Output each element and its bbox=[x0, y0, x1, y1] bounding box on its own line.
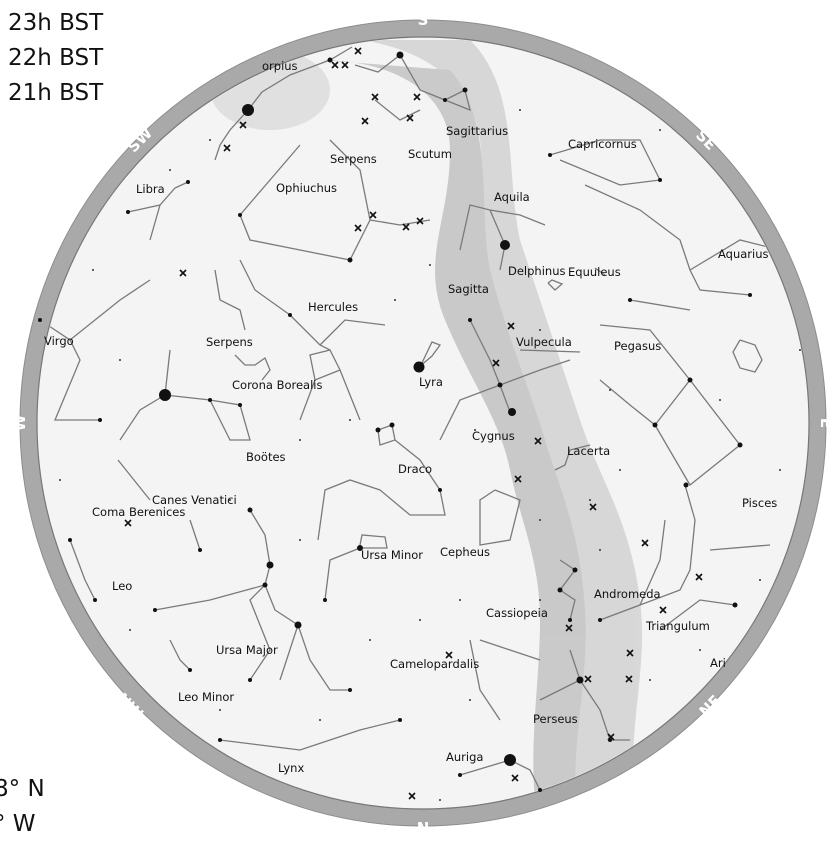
constellation-label: Corona Borealis bbox=[232, 378, 322, 392]
time-label-22h: 22h BST bbox=[8, 45, 104, 71]
constellation-label: Hercules bbox=[308, 300, 358, 314]
compass-e: E bbox=[817, 418, 832, 428]
constellation-label: Capricornus bbox=[568, 137, 637, 151]
stars bbox=[38, 51, 752, 792]
constellation-label: Ophiuchus bbox=[276, 181, 337, 195]
constellation-label: Ursa Major bbox=[216, 643, 278, 657]
constellation-label: Cassiopeia bbox=[486, 606, 548, 620]
constellation-label: Scutum bbox=[408, 147, 452, 161]
time-list: 23h BST 22h BST 21h BST bbox=[8, 6, 103, 111]
constellation-label: Leo bbox=[112, 579, 132, 593]
latitude-label: 8° N bbox=[0, 776, 45, 802]
longitude-label: ° W bbox=[0, 811, 36, 837]
constellation-label: Aquila bbox=[494, 190, 530, 204]
compass-s: S bbox=[418, 11, 429, 29]
constellation-label: Equuleus bbox=[568, 265, 621, 279]
constellation-label: Leo Minor bbox=[178, 690, 234, 704]
constellation-label: Canes Venatici bbox=[152, 493, 237, 507]
constellation-label: Serpens bbox=[206, 335, 253, 349]
milky-way bbox=[210, 38, 643, 808]
constellation-label: Ursa Minor bbox=[361, 548, 423, 562]
constellation-label: Cepheus bbox=[440, 545, 490, 559]
constellation-label: Perseus bbox=[533, 712, 578, 726]
deep-sky-markers bbox=[124, 47, 703, 800]
constellation-label: Vulpecula bbox=[516, 335, 572, 349]
constellation-label: Pegasus bbox=[614, 339, 661, 353]
constellation-label: Delphinus bbox=[508, 264, 565, 278]
constellation-label: Pisces bbox=[742, 496, 777, 510]
constellation-label: Virgo bbox=[44, 334, 74, 348]
constellation-label: Cygnus bbox=[472, 429, 515, 443]
constellation-label: Sagitta bbox=[448, 282, 489, 296]
faint-stars bbox=[59, 109, 801, 801]
constellation-label: Serpens bbox=[330, 152, 377, 166]
constellation-label: Boötes bbox=[246, 450, 286, 464]
constellation-label: Camelopardalis bbox=[390, 657, 479, 671]
constellation-label: Aquarius bbox=[718, 247, 769, 261]
constellation-label: orpius bbox=[262, 59, 298, 73]
constellation-lines bbox=[39, 46, 781, 791]
compass-w: W bbox=[11, 414, 29, 431]
constellation-label: Draco bbox=[398, 462, 432, 476]
constellation-label: Sagittarius bbox=[446, 124, 508, 138]
compass-n: N bbox=[417, 819, 430, 836]
constellation-label: Andromeda bbox=[594, 587, 661, 601]
constellation-label: Ari bbox=[710, 656, 726, 670]
constellation-label: Coma Berenices bbox=[92, 505, 185, 519]
constellation-label: Lynx bbox=[278, 761, 304, 775]
constellation-label: Lacerta bbox=[567, 444, 610, 458]
constellation-label: Libra bbox=[136, 182, 165, 196]
constellation-label: Auriga bbox=[446, 750, 483, 764]
time-label-23h: 23h BST bbox=[8, 10, 104, 36]
constellation-labels: orpius Sagittarius Capricornus Serpens Scutu… bbox=[44, 59, 777, 775]
location-info: 8° N ° W bbox=[0, 772, 45, 842]
constellation-label: Lyra bbox=[419, 375, 443, 389]
constellation-label: Triangulum bbox=[645, 619, 710, 633]
time-label-21h: 21h BST bbox=[8, 80, 104, 106]
